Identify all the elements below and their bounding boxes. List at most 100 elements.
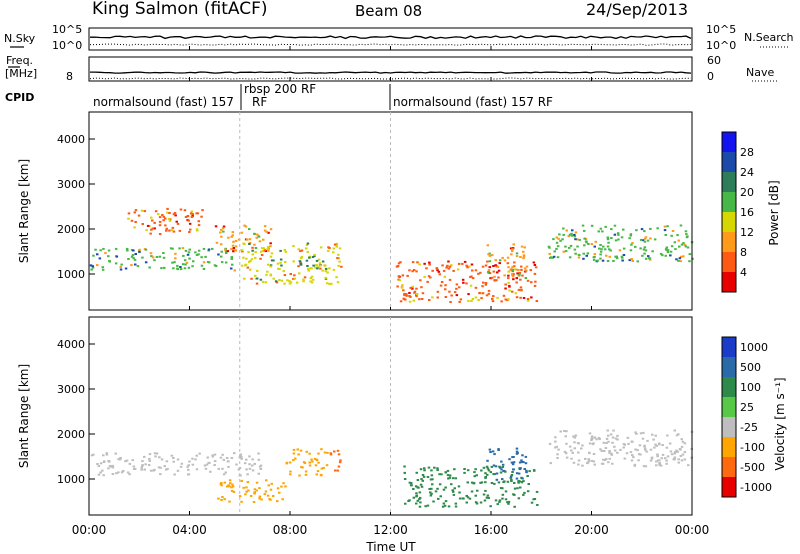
scatter-cell (413, 290, 417, 293)
scatter-cell (181, 247, 185, 250)
scatter-cell (574, 231, 578, 234)
scatter-cell (486, 467, 490, 470)
scatter-cell (403, 465, 406, 468)
scatter-cell (245, 490, 248, 493)
scatter-cell (295, 281, 299, 284)
scatter-cell (308, 464, 312, 467)
scatter-cell (201, 209, 204, 212)
scatter-cell (520, 268, 523, 271)
scatter-cell (182, 254, 185, 257)
scatter-cell (493, 473, 496, 476)
scatter-cell (127, 217, 130, 220)
scatter-cell (506, 480, 510, 483)
scatter-cell (613, 449, 617, 452)
scatter-cell (285, 462, 288, 465)
scatter-cell (162, 252, 165, 254)
scatter-cell (319, 267, 322, 270)
scatter-cell (256, 269, 259, 272)
scatter-cell (437, 270, 441, 273)
scatter-cell (507, 277, 510, 280)
scatter-cell (616, 232, 620, 235)
scatter-cell (140, 468, 143, 471)
scatter-cell (616, 451, 619, 454)
scatter-cell (188, 460, 191, 463)
scatter-cell (157, 466, 161, 469)
scatter-cell (486, 494, 490, 497)
scatter-cell (481, 285, 484, 288)
scatter-cell (649, 448, 653, 451)
scatter-cell (409, 286, 412, 289)
x-tick-label: 08:00 (273, 523, 308, 537)
scatter-cell (396, 285, 399, 288)
scatter-cell (684, 245, 688, 248)
scatter-cell (617, 238, 620, 241)
power-ylabel: Slant Range [km] (17, 159, 31, 263)
scatter-cell (534, 266, 538, 269)
scatter-cell (645, 450, 648, 453)
scatter-cell (288, 461, 292, 464)
scatter-cell (497, 481, 501, 484)
scatter-cell (204, 255, 207, 258)
scatter-cell (598, 247, 601, 250)
scatter-cell (519, 486, 522, 489)
scatter-cell (144, 261, 148, 264)
scatter-cell (448, 476, 452, 479)
scatter-cell (300, 255, 304, 258)
cpid-label: CPID (5, 91, 34, 104)
scatter-cell (168, 212, 171, 214)
scatter-cell (603, 248, 607, 251)
scatter-cell (284, 250, 288, 253)
scatter-cell (484, 282, 488, 284)
scatter-cell (511, 250, 514, 253)
scatter-cell (179, 268, 183, 271)
scatter-cell (213, 464, 216, 466)
scatter-cell (276, 487, 280, 490)
scatter-cell (479, 481, 482, 484)
scatter-cell (298, 474, 301, 477)
scatter-cell (231, 248, 235, 251)
scatter-cell (536, 504, 539, 506)
scatter-cell (423, 262, 426, 265)
scatter-cell (438, 483, 442, 486)
scatter-cell (446, 474, 450, 477)
colorbar-tick-label: -25 (740, 421, 758, 434)
scatter-cell (205, 463, 209, 466)
y-tick-label: 4000 (57, 338, 85, 351)
scatter-cell (231, 231, 235, 234)
scatter-cell (497, 449, 500, 451)
scatter-cell (114, 452, 117, 455)
scatter-cell (184, 216, 188, 218)
scatter-cell (498, 499, 502, 502)
scatter-cell (526, 279, 530, 282)
scatter-cell (447, 505, 451, 508)
scatter-cell (247, 489, 250, 492)
scatter-cell (267, 249, 270, 252)
scatter-cell (413, 291, 416, 294)
scatter-cell (141, 256, 144, 259)
scatter-cell (243, 224, 246, 227)
scatter-cell (187, 473, 191, 476)
scatter-cell (296, 448, 299, 451)
scatter-cell (607, 434, 610, 437)
scatter-cell (159, 473, 162, 476)
scatter-cell (442, 488, 446, 491)
scatter-cell (403, 294, 406, 297)
scatter-cell (527, 483, 530, 485)
scatter-cell (622, 254, 626, 256)
scatter-cell (479, 271, 482, 274)
scatter-cell (626, 436, 630, 439)
scatter-cell (486, 473, 489, 476)
scatter-cell (310, 281, 314, 284)
scatter-cell (255, 277, 259, 280)
colorbar-tick-label: 500 (740, 361, 761, 374)
scatter-cell (101, 266, 104, 269)
scatter-cell (516, 272, 519, 275)
scatter-cell (280, 485, 283, 488)
scatter-cell (500, 300, 503, 303)
scatter-cell (261, 250, 265, 253)
scatter-cell (606, 236, 609, 239)
scatter-cell (436, 469, 439, 472)
scatter-cell (573, 447, 576, 450)
scatter-cell (646, 239, 650, 242)
